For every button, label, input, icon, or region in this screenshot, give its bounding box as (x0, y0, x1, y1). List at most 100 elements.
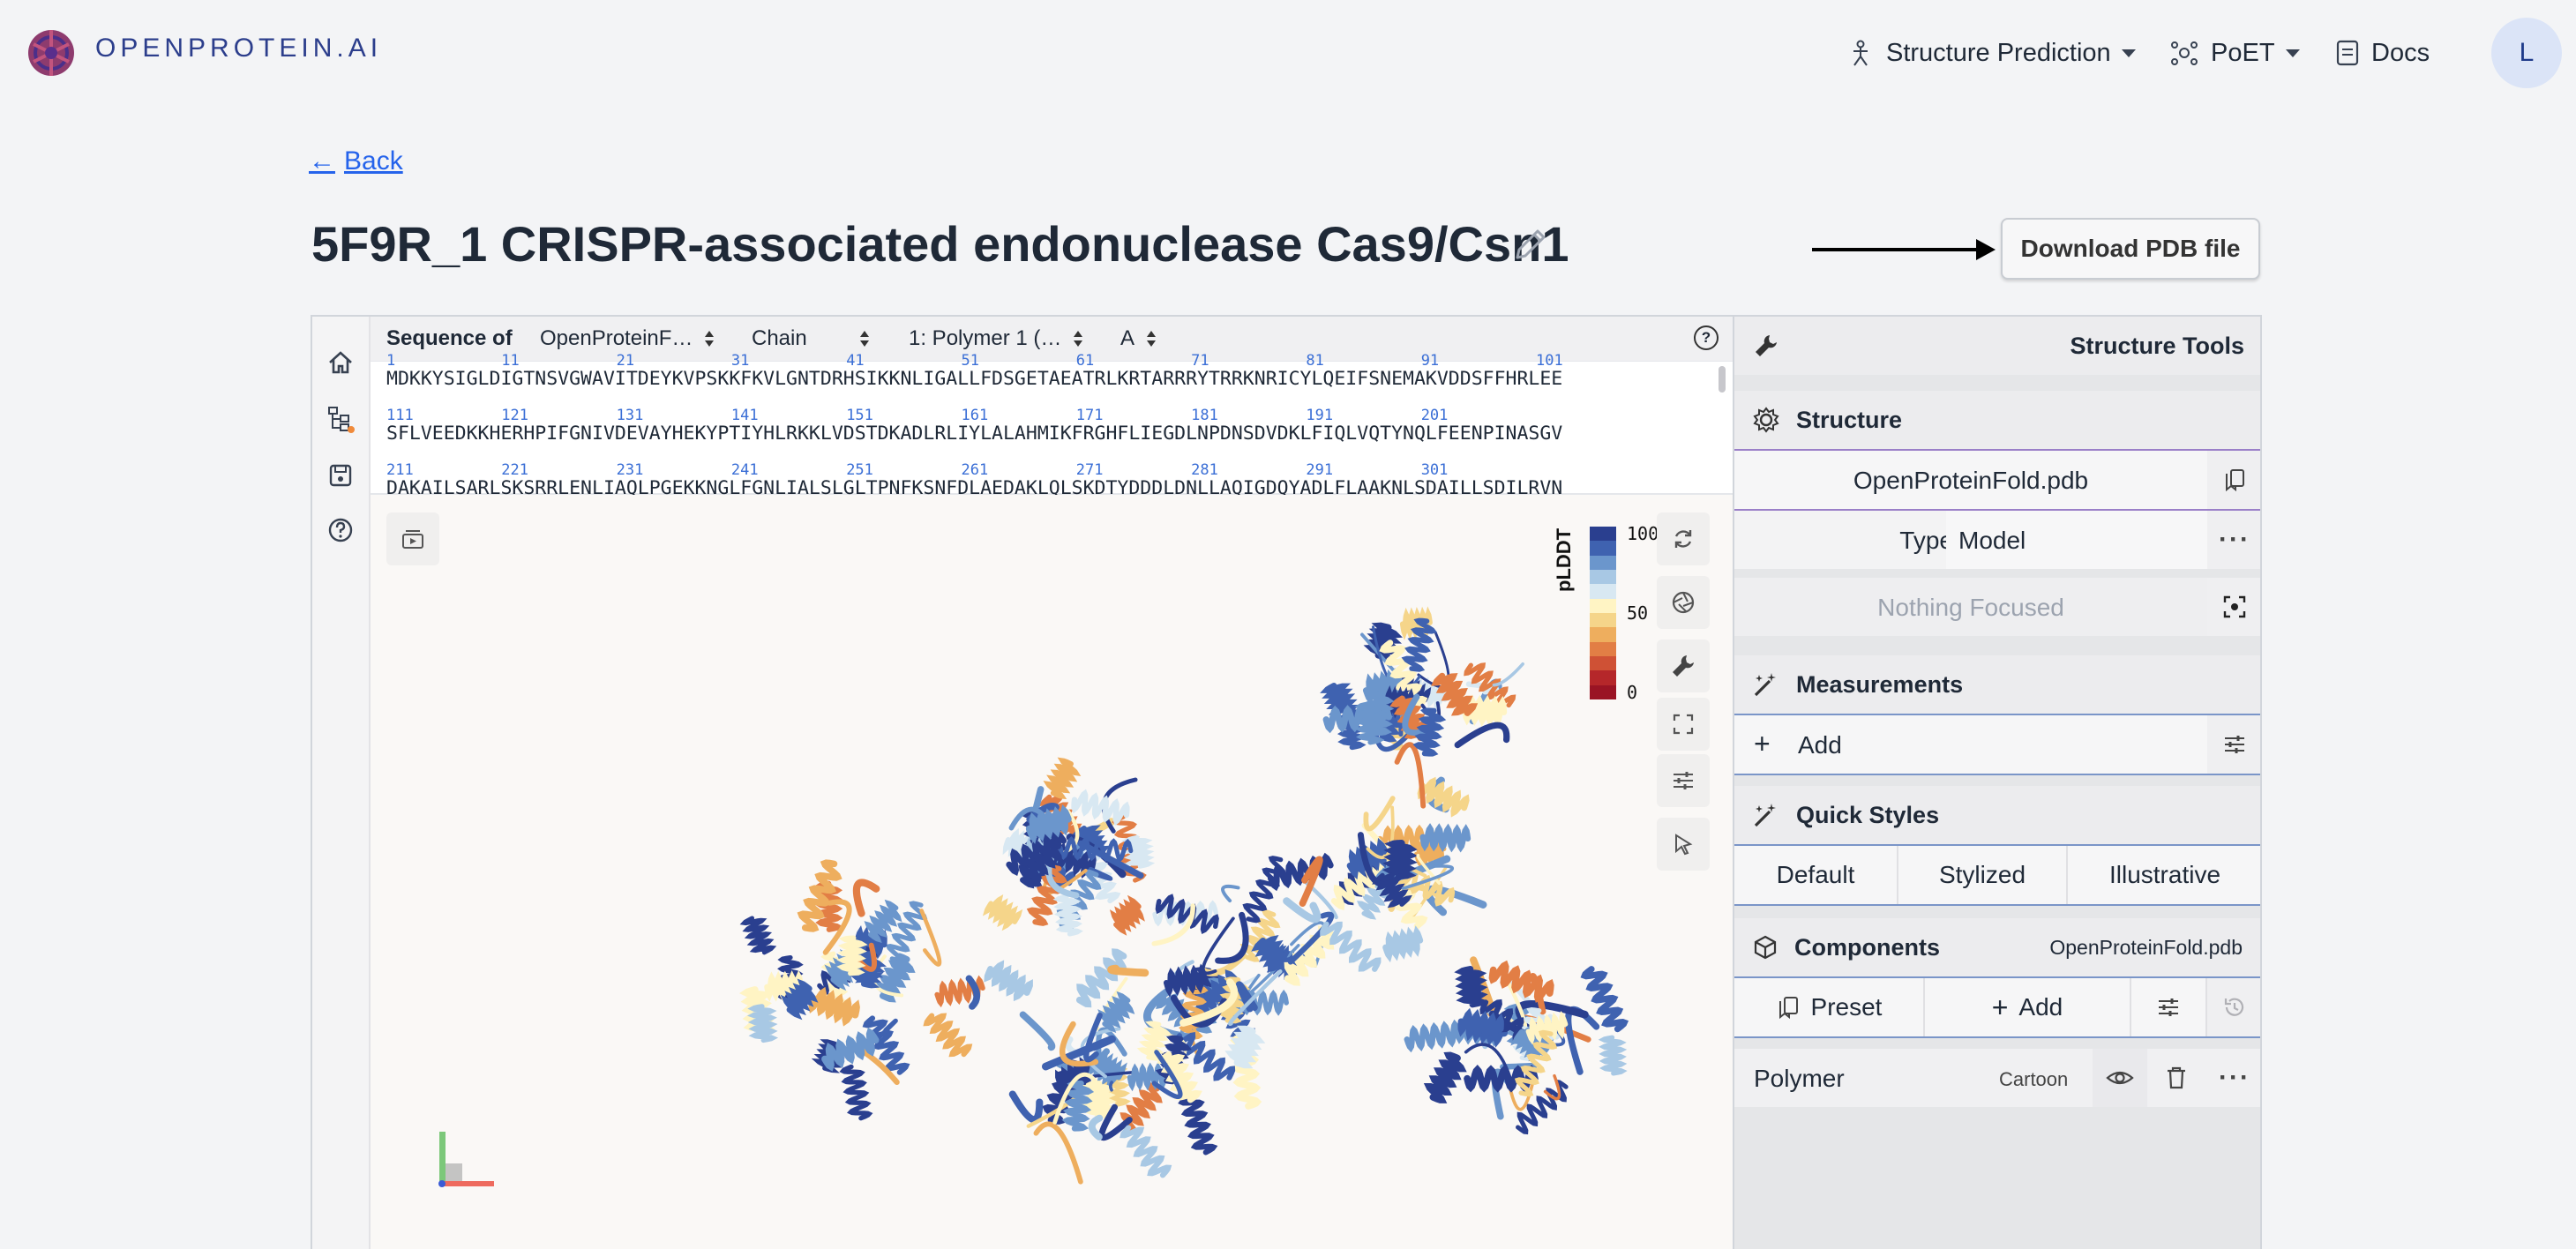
expand-button[interactable] (1657, 698, 1710, 751)
residue-number: 121 (501, 407, 529, 424)
chain-id-select[interactable]: A (1120, 326, 1157, 351)
residue-number: 151 (846, 407, 873, 424)
bookmark-button[interactable] (2207, 451, 2260, 509)
measurements-section-header[interactable]: Measurements (1734, 655, 2260, 714)
home-icon[interactable] (326, 348, 355, 377)
help-icon[interactable] (326, 516, 355, 544)
polymer-select[interactable]: 1: Polymer 1 (… (909, 326, 1083, 351)
protein-cartoon[interactable] (371, 495, 1733, 1249)
add-component-button[interactable]: + Add (1925, 978, 2131, 1036)
download-pdb-button[interactable]: Download PDB file (2001, 218, 2260, 280)
left-toolbar (312, 317, 371, 1249)
helix-segment (780, 978, 819, 1021)
helix-segment (1109, 894, 1145, 936)
structure-file-row[interactable]: OpenProteinFold.pdb (1734, 449, 2260, 511)
chain-select[interactable]: Chain (752, 326, 869, 351)
plddt-label-100: 100 (1627, 523, 1659, 544)
helix-segment (1525, 1010, 1569, 1045)
state-tree-icon[interactable] (326, 405, 355, 433)
residue-number: 141 (730, 407, 759, 424)
play-layers-icon (402, 530, 423, 549)
plddt-legend-title: pLDDT (1553, 527, 1575, 592)
protein-fold-icon (1853, 40, 1868, 66)
helix-segment (862, 1015, 910, 1075)
gear-icon (1753, 407, 1779, 433)
back-link[interactable]: ← Back (309, 146, 403, 176)
nav-structure-prediction[interactable]: Structure Prediction (1847, 32, 2136, 74)
polymer-component-row[interactable]: Polymer Cartoon ··· (1734, 1049, 2260, 1107)
sequence-line[interactable]: MDKKYSIGLDIGTNSVGWAVITDEYKVPSKKFKVLGNTDR… (386, 368, 1563, 390)
residue-number: 191 (1306, 407, 1334, 424)
history-button[interactable] (2207, 978, 2260, 1036)
quick-styles-section-header[interactable]: Quick Styles (1734, 786, 2260, 844)
brand-name[interactable]: OPENPROTEIN.AI (95, 34, 383, 63)
measurements-add-row[interactable]: + Add (1734, 714, 2260, 775)
residue-number: 61 (1075, 352, 1095, 370)
helix-segment (1136, 1021, 1172, 1061)
delete-component-button[interactable] (2149, 1049, 2204, 1107)
helix-segment (1120, 1125, 1172, 1178)
reset-camera-button[interactable] (1657, 512, 1710, 565)
brand-logo-icon[interactable] (23, 25, 79, 81)
user-avatar[interactable]: L (2491, 18, 2562, 88)
measurement-options-button[interactable] (2207, 715, 2260, 774)
quick-styles-row: Default Stylized Illustrative (1734, 844, 2260, 906)
style-stylized-button[interactable]: Stylized (1898, 846, 2068, 904)
cube-icon (1754, 935, 1777, 960)
type-value-field[interactable]: Model (1946, 511, 2207, 569)
entry-select[interactable]: OpenProteinF… (540, 326, 715, 351)
loop-segment (852, 942, 877, 972)
nav-docs[interactable]: Docs (2336, 32, 2430, 74)
loop-segment (1108, 1081, 1113, 1092)
structure-canvas[interactable]: pLDDT 100 50 0 (371, 495, 1733, 1249)
refresh-icon (1674, 530, 1692, 548)
style-default-button[interactable]: Default (1734, 846, 1898, 904)
animation-toggle-button[interactable] (386, 512, 439, 565)
controls-toggle-button[interactable] (1657, 639, 1710, 692)
type-options-button[interactable]: ··· (2207, 511, 2260, 569)
nav-poet-label: PoET (2211, 38, 2275, 67)
focus-target-button[interactable] (2207, 578, 2260, 636)
loop-segment (872, 1018, 898, 1043)
loop-segment (1366, 805, 1395, 859)
style-illustrative-button[interactable]: Illustrative (2108, 861, 2221, 888)
residue-number: 11 (501, 352, 520, 370)
component-more-button[interactable]: ··· (2207, 1049, 2260, 1107)
edit-pencil-icon[interactable] (1510, 224, 1551, 265)
plddt-swatch (1590, 684, 1616, 700)
residue-number: 231 (616, 461, 644, 479)
selection-mode-button[interactable] (1657, 818, 1710, 871)
loop-segment (1564, 1006, 1600, 1075)
helix-segment (1054, 1057, 1092, 1101)
helix-segment (1155, 894, 1219, 935)
helix-segment (1284, 925, 1335, 986)
settings-button[interactable] (1657, 754, 1710, 807)
nav-docs-label: Docs (2371, 38, 2430, 67)
structure-tools-title: Structure Tools (2070, 332, 2244, 359)
loop-segment (1077, 840, 1144, 879)
components-section-header[interactable]: Components OpenProteinFold.pdb (1734, 918, 2260, 976)
loop-segment (1008, 1090, 1044, 1124)
sequence-help-icon[interactable]: ? (1694, 325, 1719, 350)
loop-segment (1357, 832, 1404, 888)
camera-aperture-icon (1672, 591, 1695, 614)
add-component-label: Add (2018, 993, 2063, 1021)
plddt-swatch (1590, 598, 1616, 614)
helix-segment (836, 935, 868, 976)
screenshot-button[interactable] (1657, 576, 1710, 629)
helix-segment (873, 953, 916, 1003)
sequence-line[interactable]: SFLVEEDKKHERHPIFGNIVDEVAYHEKYPTIYHLRKKLV… (386, 423, 1563, 445)
residue-number: 201 (1420, 407, 1449, 424)
structure-section-header[interactable]: Structure (1734, 391, 2260, 449)
preset-button[interactable]: Preset (1734, 978, 1925, 1036)
helix-segment (1075, 948, 1127, 1008)
residue-number: 181 (1191, 407, 1218, 424)
toggle-visibility-button[interactable] (2093, 1049, 2147, 1107)
nav-poet[interactable]: PoET (2170, 32, 2300, 74)
sequence-panel: Sequence of OpenProteinF… Chain 1: Polym… (371, 317, 1733, 499)
component-options-button[interactable] (2131, 978, 2207, 1036)
structure-tools-header: Structure Tools (1734, 317, 2260, 375)
sequence-scrollbar[interactable] (1719, 366, 1726, 393)
save-icon[interactable] (326, 461, 355, 490)
plddt-swatch (1590, 641, 1616, 657)
